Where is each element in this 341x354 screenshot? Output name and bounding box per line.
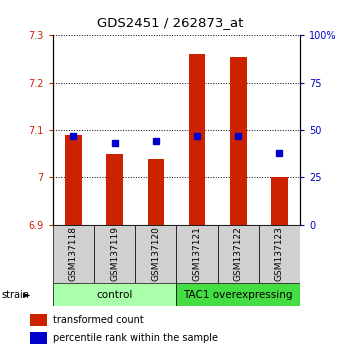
Text: transformed count: transformed count (53, 315, 144, 325)
Text: GSM137119: GSM137119 (110, 227, 119, 281)
Bar (94, 225, 135, 283)
Bar (53, 283, 177, 306)
Bar (148, 159, 164, 225)
Text: GSM137123: GSM137123 (275, 227, 284, 281)
Bar (30, 314, 47, 326)
Bar (230, 57, 247, 225)
Bar (259, 225, 300, 283)
Bar (53, 225, 94, 283)
Text: control: control (97, 290, 133, 300)
Bar (30, 332, 47, 344)
Bar (189, 54, 205, 225)
Bar (106, 154, 123, 225)
Bar (271, 177, 288, 225)
Text: percentile rank within the sample: percentile rank within the sample (53, 333, 218, 343)
Bar (177, 283, 300, 306)
Text: strain: strain (2, 290, 30, 299)
Bar (135, 225, 177, 283)
Text: GSM137120: GSM137120 (151, 227, 160, 281)
Text: GDS2451 / 262873_at: GDS2451 / 262873_at (97, 16, 244, 29)
Bar (65, 135, 82, 225)
Text: GSM137118: GSM137118 (69, 227, 78, 281)
Text: ►: ► (23, 290, 31, 299)
Text: GSM137121: GSM137121 (193, 227, 202, 281)
Text: GSM137122: GSM137122 (234, 227, 243, 281)
Text: TAC1 overexpressing: TAC1 overexpressing (183, 290, 293, 300)
Bar (218, 225, 259, 283)
Bar (177, 225, 218, 283)
